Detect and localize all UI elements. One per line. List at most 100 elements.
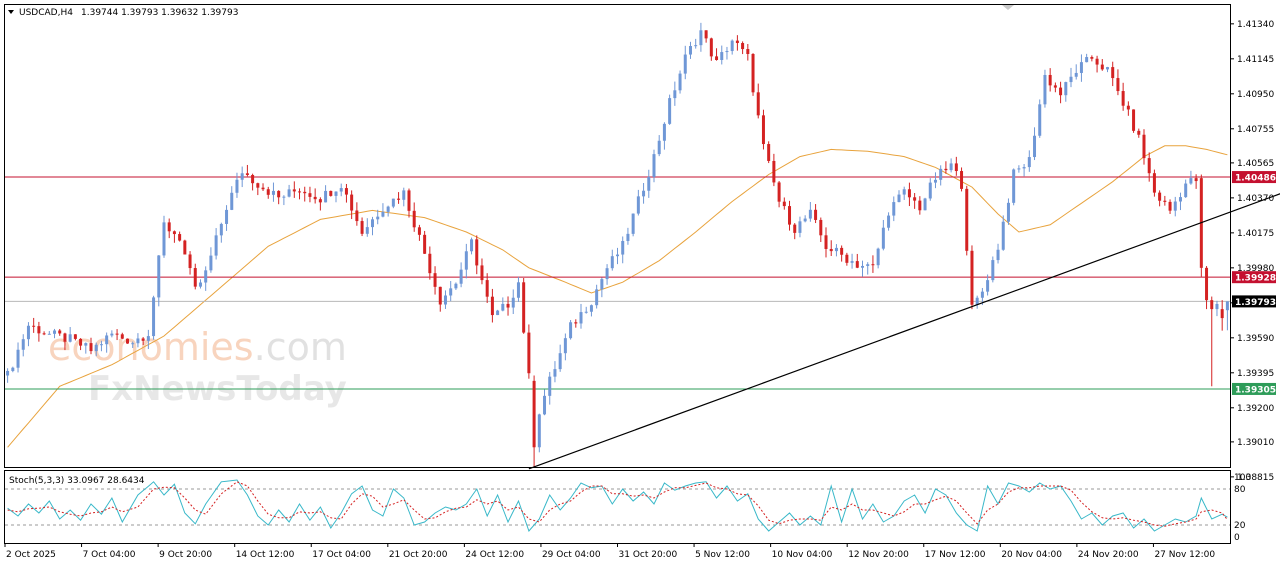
price-tag-label: 1.39928	[1235, 274, 1276, 284]
time-tick-label: 24 Nov 20:00	[1078, 550, 1139, 560]
candle-bull	[1106, 67, 1109, 70]
price-tag-label: 1.40486	[1235, 174, 1276, 184]
candle-bear	[704, 30, 708, 39]
candle-bear	[1147, 158, 1151, 174]
stoch-panel[interactable]	[4, 470, 1231, 544]
price-tags: 1.40486 1.39928 1.39793 1.39305	[1232, 171, 1276, 395]
candle-bear	[814, 209, 818, 220]
candle-bear	[855, 261, 859, 268]
candle-bear	[527, 332, 531, 374]
candle-bear	[1053, 85, 1057, 88]
candle-bear	[344, 188, 348, 195]
candle-bull	[991, 260, 995, 281]
candle-bull	[928, 182, 932, 199]
candle-bear	[73, 334, 77, 339]
candle-bull	[146, 336, 150, 341]
candle-bull	[131, 343, 135, 345]
candle-bear	[913, 197, 917, 201]
candle-bear	[532, 380, 536, 448]
candle-bear	[261, 187, 265, 190]
candle-bull	[600, 279, 604, 290]
price-tick-label: 1.39010	[1237, 438, 1274, 448]
candle-bear	[506, 303, 510, 308]
candle-bull	[16, 349, 20, 368]
candle-bear	[355, 210, 359, 222]
candle-bull	[1184, 183, 1188, 198]
candle-bear	[63, 333, 67, 342]
candle-bear	[1142, 134, 1146, 159]
candle-bull	[543, 395, 547, 415]
candle-bull	[1022, 167, 1026, 169]
candle-bear	[1095, 58, 1099, 65]
candle-bull	[996, 249, 1000, 261]
price-tick-label: 1.40370	[1237, 194, 1274, 204]
price-tag-resistance	[1232, 271, 1276, 284]
candle-bear	[767, 144, 771, 161]
candle-bull	[803, 218, 807, 222]
price-tick-label: 1.39395	[1237, 369, 1274, 379]
candle-bull	[923, 198, 927, 211]
candle-bull	[850, 261, 854, 263]
price-tag-label: 1.39305	[1235, 385, 1276, 395]
time-tick-label: 7 Oct 04:00	[83, 550, 136, 560]
candle-bear	[329, 190, 333, 196]
shift-marker-icon[interactable]	[1002, 5, 1014, 10]
candle-bear	[965, 188, 969, 251]
candle-bull	[386, 206, 390, 212]
candle-bear	[1137, 130, 1141, 135]
time-tick-label: 31 Oct 20:00	[619, 550, 678, 560]
candle-bull	[1064, 82, 1068, 96]
collapse-arrow-icon[interactable]	[8, 10, 14, 14]
candle-bear	[918, 200, 922, 211]
candle-bear	[1194, 178, 1198, 182]
candle-bull	[225, 209, 229, 224]
candle-bull	[834, 247, 838, 252]
candle-bull	[887, 215, 891, 228]
candle-bear	[1168, 201, 1172, 211]
candle-bear	[522, 282, 526, 333]
trendline[interactable]	[528, 169, 1280, 470]
price-tick-label: 1.41340	[1237, 20, 1274, 30]
price-panel[interactable]	[4, 4, 1231, 468]
candle-bull	[616, 254, 619, 257]
candle-bull	[657, 140, 661, 155]
candle-bear	[970, 250, 974, 305]
candle-bear	[746, 49, 750, 54]
candle-bull	[381, 211, 385, 217]
candle-bear	[89, 343, 93, 352]
candle-bear	[735, 40, 739, 44]
candle-bull	[678, 73, 682, 91]
candle-bear	[32, 325, 36, 327]
trendline-layer[interactable]	[528, 169, 1280, 470]
time-tick-label: 14 Oct 12:00	[236, 550, 295, 560]
candle-bull	[287, 189, 291, 197]
candle-bear	[819, 219, 823, 236]
candle-bull	[68, 334, 72, 342]
candle-bull	[1006, 202, 1010, 222]
candle-bull	[730, 40, 734, 52]
candle-bull	[1085, 57, 1089, 63]
time-tick-label: 10 Nov 04:00	[772, 550, 833, 560]
candle-bull	[1001, 221, 1005, 250]
candle-bear	[907, 189, 911, 198]
candle-bull	[621, 240, 625, 255]
candle-bull	[47, 333, 51, 335]
candle-bear	[777, 182, 781, 202]
price-tick-label: 1.40565	[1237, 159, 1274, 169]
chart-header-ohlc: 1.39744 1.39793 1.39632 1.39793	[81, 8, 238, 18]
stochastic-layer: 100 80 20 0	[5, 473, 1251, 543]
candle-bear	[1100, 64, 1104, 70]
candle-bull	[662, 123, 666, 141]
candle-bull	[933, 179, 937, 183]
candle-bear	[423, 234, 427, 254]
candle-bear	[871, 264, 875, 266]
candle-bull	[240, 173, 244, 180]
time-tick-label: 5 Nov 12:00	[695, 550, 750, 560]
candle-bear	[42, 333, 46, 335]
candle-bull	[980, 291, 984, 298]
candle-bull	[376, 216, 380, 220]
candle-bear	[277, 190, 281, 198]
candle-bull	[610, 256, 614, 269]
time-axis: 2 Oct 2025 7 Oct 04:00 9 Oct 20:00 14 Oct 1…	[4, 543, 1215, 560]
